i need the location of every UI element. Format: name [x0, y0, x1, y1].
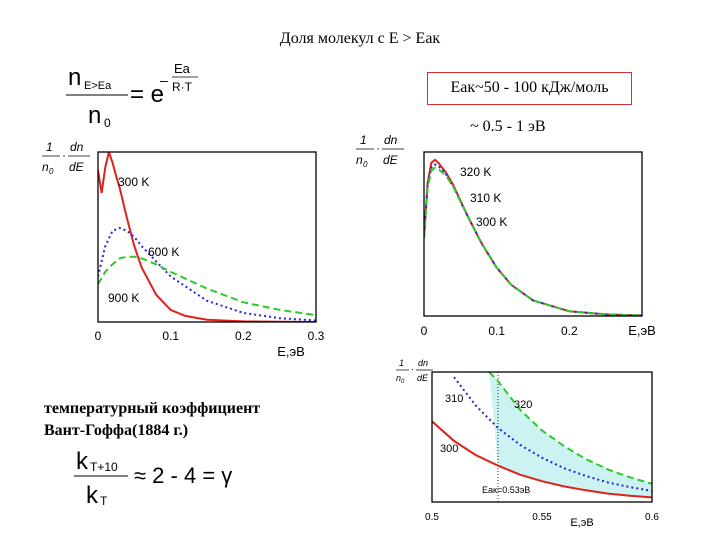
svg-text:dn: dn — [418, 358, 428, 368]
formula-eq-e: = e — [130, 81, 164, 108]
legend-label: 320 — [514, 399, 532, 411]
x-tick-label: 0.2 — [561, 324, 578, 338]
svg-text:1: 1 — [399, 358, 404, 368]
vh-num-sub: T+10 — [90, 460, 118, 474]
series-line-300k — [424, 166, 642, 316]
formula-lhs-n: n — [68, 64, 81, 91]
svg-text:·: · — [376, 141, 380, 155]
svg-text:·: · — [62, 148, 66, 162]
formula-exp-den: R·T — [172, 80, 193, 94]
x-tick-label: 0.55 — [532, 512, 552, 523]
vh-num-k: k — [76, 448, 89, 475]
x-tick-label: 0.1 — [488, 324, 505, 338]
series-line-900k — [98, 255, 316, 317]
x-tick-label: 0.1 — [162, 329, 179, 343]
x-tick-label: 0.2 — [235, 329, 252, 343]
svg-text:dn: dn — [384, 133, 398, 147]
svg-text:dE: dE — [417, 373, 429, 383]
legend-label: 310 — [445, 393, 463, 405]
legend-label: 300 — [440, 443, 458, 455]
plot-frame — [423, 151, 643, 317]
x-axis-label: E,эВ — [570, 517, 593, 529]
boltzmann-formula: n E>Ea n 0 = e – Ea R·T — [66, 61, 198, 130]
activation-annotation: Eак=0.53эВ — [482, 485, 530, 495]
svg-text:1: 1 — [46, 140, 53, 154]
legend-label: 900 K — [108, 291, 139, 305]
svg-text:n: n — [356, 153, 363, 167]
x-axis-label: E,эВ — [628, 323, 656, 338]
series-line-310k — [424, 163, 642, 316]
note-line-2: Вант-Гоффа(1884 г.) — [44, 422, 189, 439]
svg-text:n: n — [42, 160, 49, 174]
svg-text:0: 0 — [363, 160, 368, 169]
formula-lhs-sub: E>Ea — [84, 80, 112, 92]
plot-frame — [431, 371, 653, 503]
series-line-320 — [488, 372, 652, 485]
formula-exp-num: Ea — [174, 61, 191, 76]
formula-exp-minus: – — [160, 72, 168, 88]
series-line-310 — [453, 376, 652, 492]
page-title: Доля молекул с E > Eак — [279, 30, 441, 47]
formula-denom-n: n — [88, 102, 101, 129]
x-tick-label: 0 — [421, 324, 428, 338]
svg-text:dn: dn — [70, 140, 84, 154]
series-line-320k — [424, 158, 642, 316]
x-tick-label: 0.6 — [645, 512, 659, 523]
series-line-600k — [98, 226, 316, 322]
legend-label: 600 K — [148, 245, 179, 259]
x-tick-label: 0.3 — [308, 329, 325, 343]
vant-hoff-note: температурный коэффициент Вант-Гоффа(188… — [44, 398, 344, 442]
activation-energy-box: Eак~50 - 100 кДж/моль — [427, 72, 632, 105]
vh-den-k: k — [86, 482, 99, 509]
series-line-300 — [432, 420, 652, 499]
legend-label: 310 K — [470, 191, 501, 205]
svg-text:1: 1 — [360, 133, 367, 147]
vh-den-sub: T — [100, 494, 108, 508]
shaded-area — [489, 372, 652, 498]
svg-text:·: · — [411, 364, 414, 374]
vant-hoff-formula: k T+10 k T ≈ 2 - 4 = γ — [74, 448, 232, 509]
plot-frame — [97, 151, 317, 323]
svg-text:0: 0 — [49, 167, 54, 176]
svg-text:0: 0 — [401, 379, 405, 385]
legend-label: 300 K — [118, 175, 149, 189]
note-line-1: температурный коэффициент — [44, 400, 261, 417]
svg-text:n: n — [396, 373, 401, 383]
series-line-300k — [98, 152, 316, 322]
formula-denom-sub: 0 — [104, 116, 111, 130]
svg-text:dE: dE — [383, 153, 399, 167]
vh-rhs: ≈ 2 - 4 = γ — [134, 463, 232, 488]
x-tick-label: 0.5 — [425, 512, 439, 523]
svg-text:dE: dE — [69, 160, 85, 174]
x-tick-label: 0 — [95, 329, 102, 343]
legend-label: 300 K — [476, 215, 507, 229]
x-axis-label: E,эВ — [277, 344, 305, 359]
legend-label: 320 K — [460, 165, 491, 179]
energy-approx-text: ~ 0.5 - 1 эВ — [470, 118, 546, 135]
